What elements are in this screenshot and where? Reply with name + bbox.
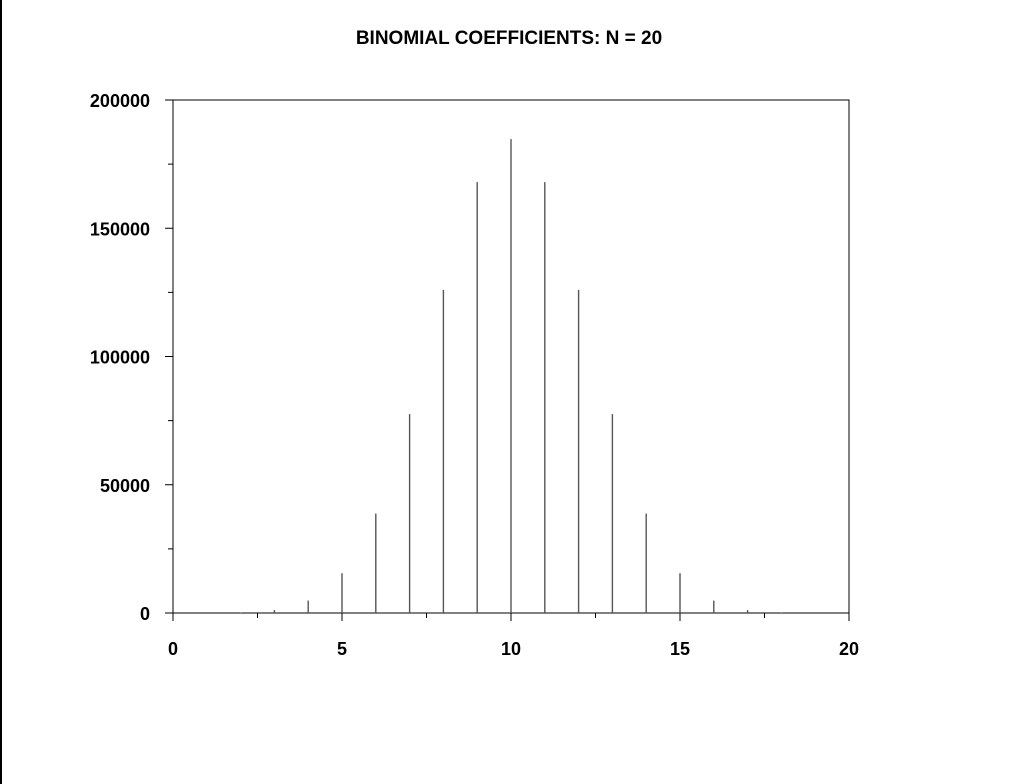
y-tick-label: 100000: [90, 348, 150, 368]
y-tick-label: 200000: [90, 91, 150, 111]
x-tick-label: 20: [839, 639, 859, 659]
x-tick-label: 5: [337, 639, 347, 659]
bars: [172, 139, 850, 613]
x-tick-label: 10: [501, 639, 521, 659]
y-tick-label: 0: [140, 604, 150, 624]
x-tick-label: 15: [670, 639, 690, 659]
x-tick-label: 0: [168, 639, 178, 659]
chart-title: BINOMIAL COEFFICIENTS: N = 20: [355, 28, 663, 49]
y-tick-label: 50000: [100, 476, 150, 496]
tick-labels: 0 5 10 15 20 0 50000 100000 150000 200000: [90, 91, 859, 659]
ticks: [165, 99, 850, 621]
y-tick-label: 150000: [90, 219, 150, 239]
